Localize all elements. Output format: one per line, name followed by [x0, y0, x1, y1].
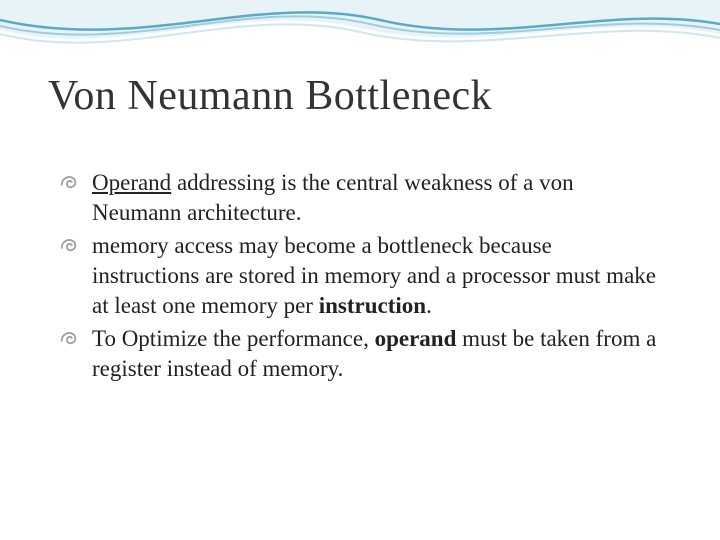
- bullet-item: Operand addressing is the central weakne…: [58, 168, 662, 229]
- slide-title: Von Neumann Bottleneck: [48, 72, 672, 120]
- bullet-item: memory access may become a bottleneck be…: [58, 231, 662, 322]
- swirl-icon: [58, 328, 80, 350]
- swirl-icon: [58, 235, 80, 257]
- slide-body: Operand addressing is the central weakne…: [58, 168, 662, 387]
- bullet-text: Operand addressing is the central weakne…: [92, 170, 574, 225]
- bullet-text: To Optimize the performance, operand mus…: [92, 326, 656, 381]
- slide: Von Neumann Bottleneck Operand addressin…: [0, 0, 720, 540]
- bullet-item: To Optimize the performance, operand mus…: [58, 324, 662, 385]
- bullet-text: memory access may become a bottleneck be…: [92, 233, 656, 319]
- swirl-icon: [58, 172, 80, 194]
